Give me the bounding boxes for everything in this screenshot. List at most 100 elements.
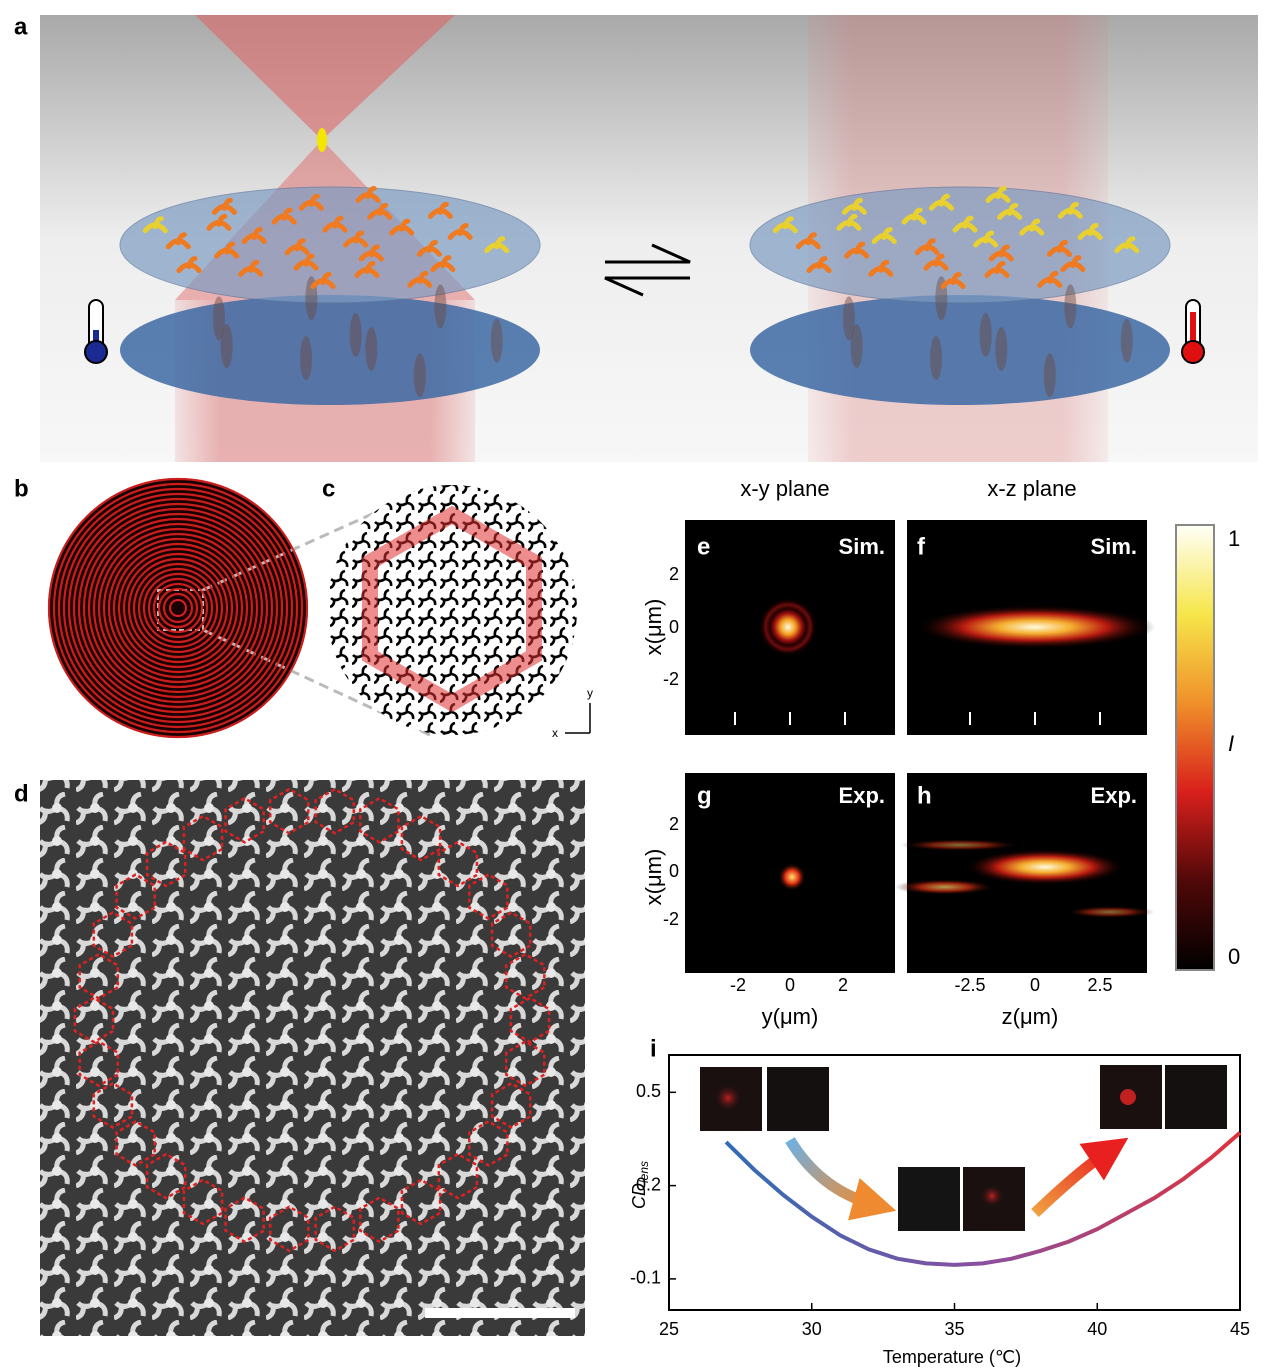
- y-axis-label: CDlens: [629, 1161, 651, 1209]
- zone-ring: [147, 577, 209, 639]
- hexagon: [468, 873, 509, 921]
- hexagon: [314, 787, 356, 835]
- line: [724, 1131, 1242, 1267]
- panel-label: e: [697, 533, 710, 560]
- equilibrium-arrows: [604, 243, 691, 297]
- zone-ring: [117, 547, 239, 669]
- helix: [434, 284, 447, 329]
- molecule: [427, 201, 453, 219]
- hexagon: [468, 1119, 509, 1167]
- tick-label: -2: [730, 975, 746, 995]
- focus: [317, 128, 327, 152]
- panel-label: b: [14, 475, 29, 502]
- helix: [365, 326, 378, 371]
- hexagon: [224, 1196, 265, 1244]
- thermometer-hot: [1181, 299, 1205, 364]
- zone-ring: [102, 532, 254, 684]
- zone-ring: [97, 527, 259, 689]
- molecule: [1077, 223, 1103, 241]
- hexagon-ring: [362, 505, 542, 713]
- scale-bar: [425, 1308, 575, 1318]
- molecule: [1057, 201, 1083, 219]
- tag: Sim.: [839, 534, 885, 559]
- hexagon: [314, 1205, 356, 1253]
- heatmaps: [685, 520, 1215, 973]
- focal-spot: [778, 863, 806, 891]
- inset: [767, 1067, 829, 1131]
- hexagon: [145, 840, 187, 888]
- molecule: [952, 215, 978, 233]
- panel-label: c: [322, 475, 335, 502]
- colorbar-label: 1: [1228, 526, 1240, 551]
- tag: Sim.: [1091, 534, 1137, 559]
- molecule: [214, 241, 240, 259]
- tick-label: -2.5: [954, 975, 985, 995]
- molecule: [836, 213, 862, 231]
- sem-image: [40, 780, 585, 1336]
- focal-spot: [915, 605, 1155, 649]
- helix: [212, 296, 225, 341]
- molecule: [940, 272, 966, 290]
- thermometer-cold: [84, 299, 108, 364]
- helix: [979, 313, 992, 357]
- colorbar-label: 0: [1228, 944, 1240, 969]
- hexagon: [509, 996, 551, 1044]
- zone-ring: [62, 492, 294, 724]
- molecule: [322, 215, 348, 233]
- zone-ring: [152, 582, 204, 634]
- panel-label: i: [650, 1035, 657, 1062]
- molecule: [984, 260, 1010, 278]
- zone-ring: [47, 477, 309, 739]
- x-tick-label: 25: [659, 1319, 679, 1339]
- tag: Exp.: [839, 783, 885, 808]
- hexagon: [73, 996, 115, 1044]
- zone-ring: [132, 562, 224, 654]
- molecule: [868, 259, 894, 277]
- hexagon: [115, 873, 156, 921]
- hexagon: [437, 1152, 479, 1200]
- zone-ring: [82, 512, 274, 704]
- focal-spot: [758, 597, 818, 657]
- molecule: [901, 207, 927, 225]
- panel-label: d: [14, 780, 29, 807]
- tick-label: 2.5: [1087, 975, 1112, 995]
- hexagon: [359, 796, 400, 844]
- helix: [349, 313, 362, 357]
- molecule: [1046, 239, 1072, 257]
- panel-label: f: [917, 533, 926, 560]
- zone-ring: [77, 507, 279, 709]
- zone-ring: [137, 567, 219, 649]
- helix: [842, 296, 855, 341]
- y-tick-label: 0.5: [636, 1081, 661, 1101]
- molecule: [407, 270, 433, 288]
- helix: [1043, 353, 1056, 398]
- axis-label: y(μm): [762, 1004, 819, 1029]
- molecule: [841, 197, 867, 215]
- zone-ring: [87, 517, 269, 699]
- molecule: [206, 213, 232, 231]
- zone-ring: [72, 502, 284, 714]
- colorbar: [1175, 524, 1215, 971]
- tick-label: 0: [785, 975, 795, 995]
- molecule: [165, 232, 191, 250]
- zone-ring: [142, 572, 214, 644]
- molecule: [310, 272, 336, 290]
- hexagon: [78, 1040, 120, 1088]
- helix: [995, 326, 1008, 371]
- molecule: [358, 244, 384, 262]
- y-label-sub: lens: [637, 1161, 651, 1183]
- molecule: [211, 197, 237, 215]
- hexagon: [92, 911, 134, 959]
- zone-ring: [67, 497, 289, 719]
- substrate: [750, 295, 1170, 405]
- hexagon: [490, 1081, 532, 1129]
- column-title: x-y plane: [740, 476, 829, 501]
- molecule: [241, 227, 267, 245]
- molecule: [298, 193, 324, 211]
- helix: [490, 318, 503, 363]
- side-lobe: [895, 879, 995, 895]
- helix: [1120, 318, 1133, 363]
- axis-name: y: [587, 686, 593, 700]
- molecule: [914, 238, 940, 256]
- hexagon: [400, 1178, 442, 1226]
